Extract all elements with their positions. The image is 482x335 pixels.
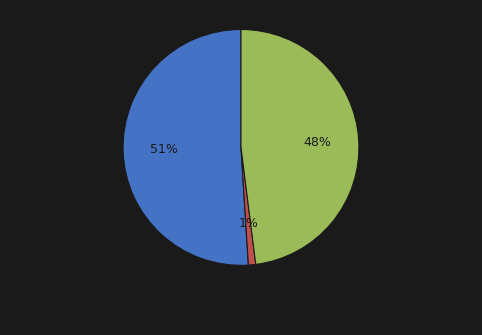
Text: 51%: 51%	[150, 143, 178, 156]
Text: 48%: 48%	[304, 136, 332, 149]
Text: 1%: 1%	[238, 217, 258, 230]
Wedge shape	[241, 29, 359, 264]
Wedge shape	[241, 147, 256, 265]
Wedge shape	[123, 29, 248, 265]
